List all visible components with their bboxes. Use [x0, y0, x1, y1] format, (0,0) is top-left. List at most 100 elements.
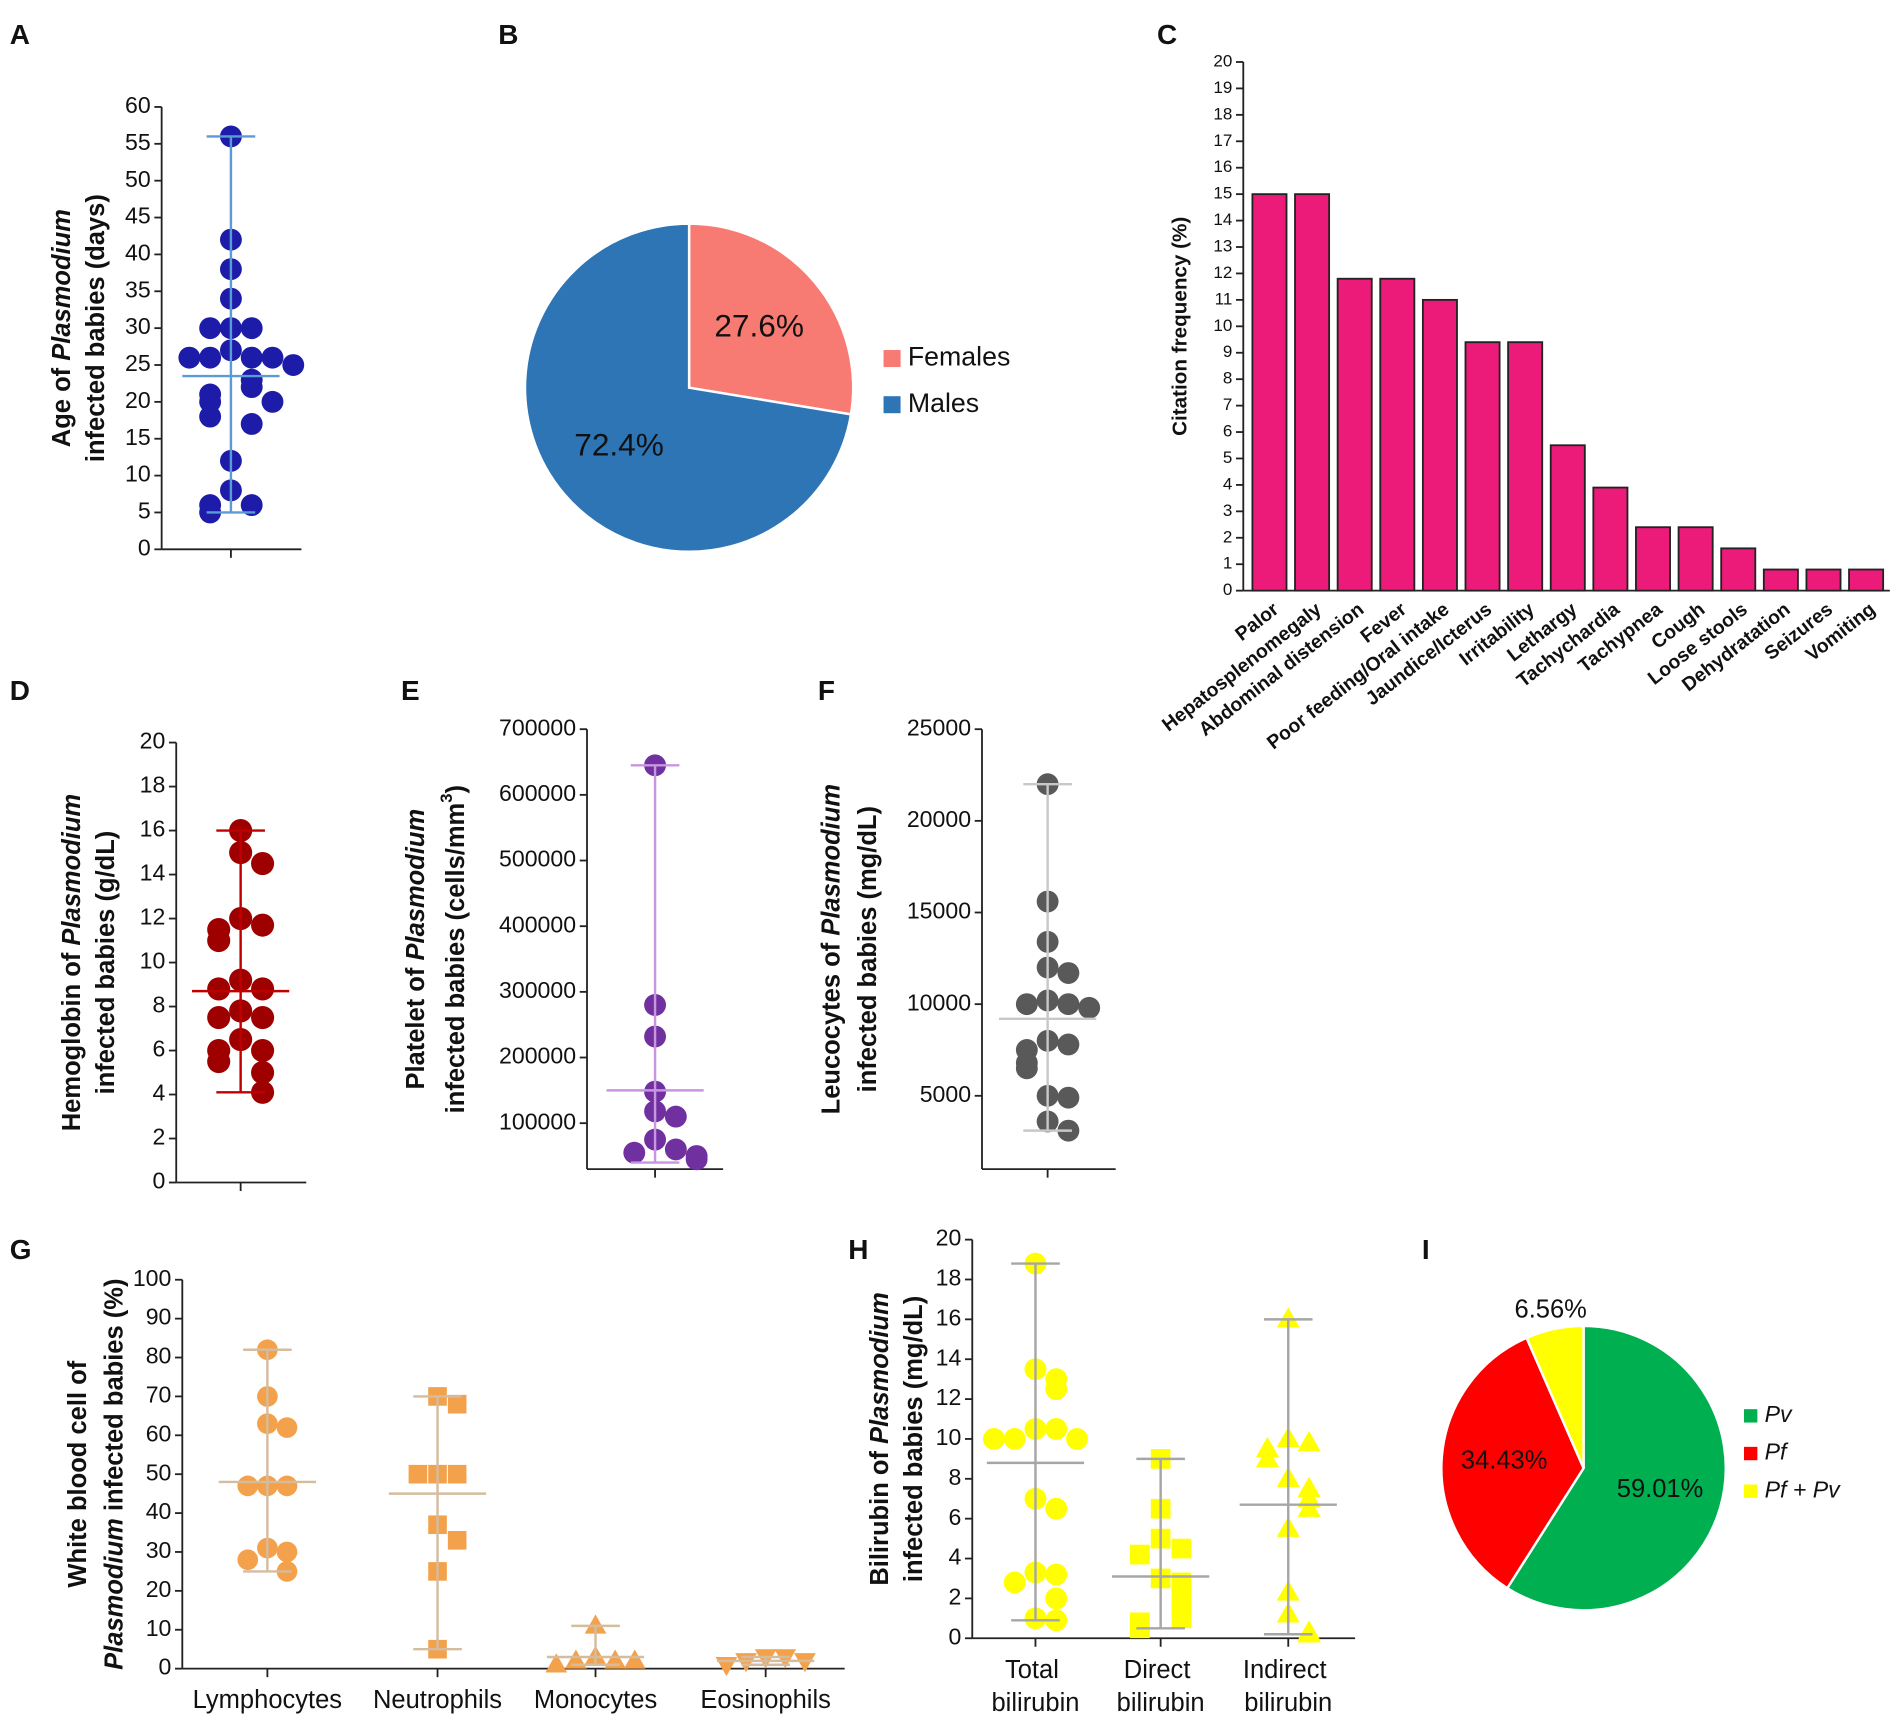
y-tick-label: 20	[146, 1576, 172, 1602]
data-point	[207, 1049, 231, 1074]
bar	[1507, 341, 1544, 592]
data-point	[1057, 1033, 1080, 1056]
legend-label: Pf	[1765, 1439, 1789, 1465]
x-tick-label: Direct bilirubin	[1117, 1656, 1205, 1717]
data-point	[240, 413, 263, 435]
y-tick-label: 70	[146, 1382, 172, 1408]
y-tick-label: 0	[1223, 580, 1232, 599]
panel-letter: G	[10, 1234, 32, 1265]
data-point	[1015, 1057, 1038, 1080]
y-tick-label: 60	[146, 1420, 172, 1446]
data-point	[199, 317, 222, 340]
bar	[1549, 444, 1586, 592]
legend-label: Pf + Pv	[1765, 1476, 1841, 1502]
y-tick-label: 2	[152, 1124, 165, 1150]
y-tick-label: 18	[140, 772, 166, 798]
y-tick-label: 15	[125, 424, 151, 450]
y-tick-label: 0	[152, 1168, 165, 1194]
y-tick-label: 7	[1223, 395, 1232, 414]
y-tick-label: 100000	[499, 1108, 576, 1134]
y-tick-label: 25000	[907, 714, 971, 740]
y-axis-label-part: Citation frequency (%)	[1169, 217, 1192, 436]
data-point	[584, 1614, 607, 1634]
data-point	[276, 1541, 298, 1563]
y-tick-label: 700000	[499, 714, 576, 740]
y-tick-label: 14	[1213, 210, 1232, 229]
slice-label: 27.6%	[714, 308, 804, 344]
y-tick-label: 5	[1223, 448, 1232, 467]
pie-slice	[523, 222, 853, 553]
y-tick-label: 100	[133, 1265, 172, 1291]
y-tick-label: 15	[1213, 184, 1232, 203]
y-axis-label: infected babies (g/dL)	[92, 831, 120, 1095]
x-tick-label-line: Total	[1005, 1656, 1066, 1684]
y-axis-label-part: infected babies (%)	[100, 1279, 128, 1519]
y-tick-label: 50	[125, 166, 151, 192]
data-point	[251, 1005, 275, 1030]
bar	[1805, 568, 1842, 592]
y-axis-label-part: infected babies (mg/dL)	[900, 1296, 928, 1582]
legend-label: Pv	[1765, 1401, 1793, 1427]
data-point	[1297, 1430, 1321, 1452]
x-tick-label: Lymphocytes	[193, 1686, 342, 1714]
legend-label: Males	[908, 388, 979, 418]
legend-swatch	[1744, 1409, 1758, 1423]
y-tick-label: 6	[1223, 422, 1232, 441]
y-tick-label: 6	[948, 1504, 961, 1530]
data-point	[1057, 1086, 1080, 1109]
data-point	[261, 390, 284, 413]
y-tick-label: 15000	[907, 898, 971, 924]
y-axis-label-part: Plasmodium	[100, 1518, 128, 1670]
pie-slice	[1525, 1324, 1585, 1469]
data-point	[447, 1464, 467, 1484]
y-axis-label: infected babies (mg/dL)	[900, 1296, 928, 1582]
slice-label: 59.01%	[1617, 1475, 1704, 1503]
panel-letter: C	[1157, 19, 1177, 50]
y-tick-label: 8	[1223, 369, 1232, 388]
panel-letter: A	[10, 19, 30, 50]
data-point	[251, 977, 275, 1001]
y-tick-label: 8	[152, 992, 165, 1018]
legend-swatch	[1744, 1446, 1758, 1461]
y-tick-label: 9	[1223, 342, 1232, 361]
y-axis-label-part: Platelet of	[402, 961, 430, 1090]
y-tick-label: 25	[125, 350, 151, 376]
y-axis-label: Leucocytes of Plasmodium	[817, 784, 845, 1114]
y-tick-label: 45	[125, 203, 151, 229]
y-axis-label-part: Age of	[48, 361, 76, 447]
y-axis-label-part: Plasmodium	[58, 794, 86, 946]
data-point	[240, 346, 263, 369]
y-tick-label: 19	[1213, 78, 1232, 97]
data-point	[1057, 993, 1080, 1016]
data-point	[447, 1394, 467, 1414]
data-point	[1297, 1496, 1321, 1517]
y-tick-label: 20	[140, 728, 166, 754]
y-tick-label: 10	[146, 1615, 172, 1641]
pie-slice	[687, 222, 855, 416]
data-point	[623, 1141, 646, 1164]
x-tick-label-line: bilirubin	[991, 1689, 1079, 1717]
y-axis-label: Hemoglobin of Plasmodium	[58, 794, 86, 1131]
data-point	[685, 1148, 708, 1171]
y-tick-label: 400000	[499, 911, 576, 937]
data-point	[207, 928, 231, 953]
data-point	[1003, 1571, 1026, 1594]
data-point	[664, 1138, 687, 1161]
data-point	[1171, 1538, 1192, 1559]
y-tick-label: 50	[146, 1459, 172, 1485]
y-tick-label: 200000	[499, 1043, 576, 1069]
data-point	[545, 1653, 568, 1673]
data-point	[1045, 1418, 1068, 1440]
data-point	[276, 1417, 298, 1438]
bar	[1379, 277, 1416, 592]
legend-swatch	[883, 396, 901, 414]
x-tick-label-line: Direct	[1124, 1656, 1198, 1684]
data-point	[251, 852, 275, 876]
x-tick-label-line: bilirubin	[1117, 1689, 1205, 1717]
panel-letter: I	[1422, 1234, 1430, 1265]
data-point	[1066, 1428, 1088, 1450]
y-tick-label: 5000	[920, 1081, 971, 1107]
bar	[1421, 298, 1458, 592]
y-axis-label: Citation frequency (%)	[1169, 217, 1192, 436]
